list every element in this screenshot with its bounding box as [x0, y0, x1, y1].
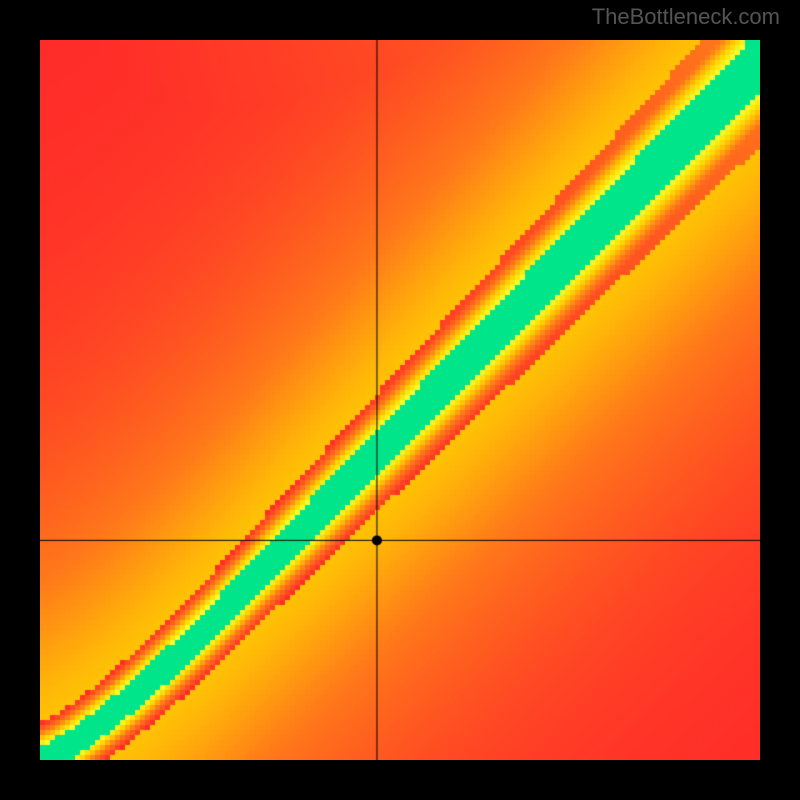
- heatmap-canvas: [40, 40, 760, 760]
- watermark-label: TheBottleneck.com: [592, 4, 780, 30]
- bottleneck-heatmap: [40, 40, 760, 760]
